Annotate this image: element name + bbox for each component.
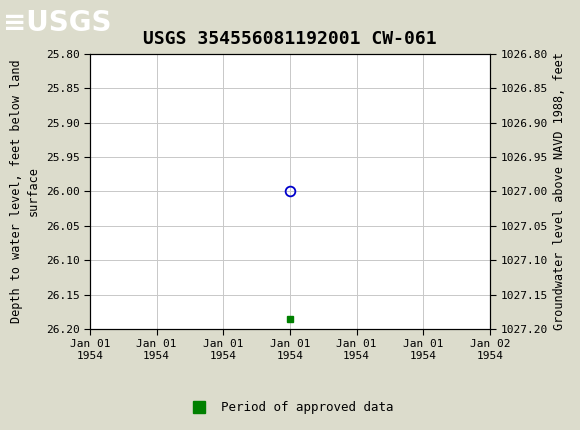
Y-axis label: Depth to water level, feet below land
surface: Depth to water level, feet below land su… <box>10 59 40 323</box>
Text: USGS 354556081192001 CW-061: USGS 354556081192001 CW-061 <box>143 30 437 48</box>
Legend: Period of approved data: Period of approved data <box>181 396 399 419</box>
Y-axis label: Groundwater level above NAVD 1988, feet: Groundwater level above NAVD 1988, feet <box>553 52 566 330</box>
Text: ≡USGS: ≡USGS <box>3 9 111 37</box>
